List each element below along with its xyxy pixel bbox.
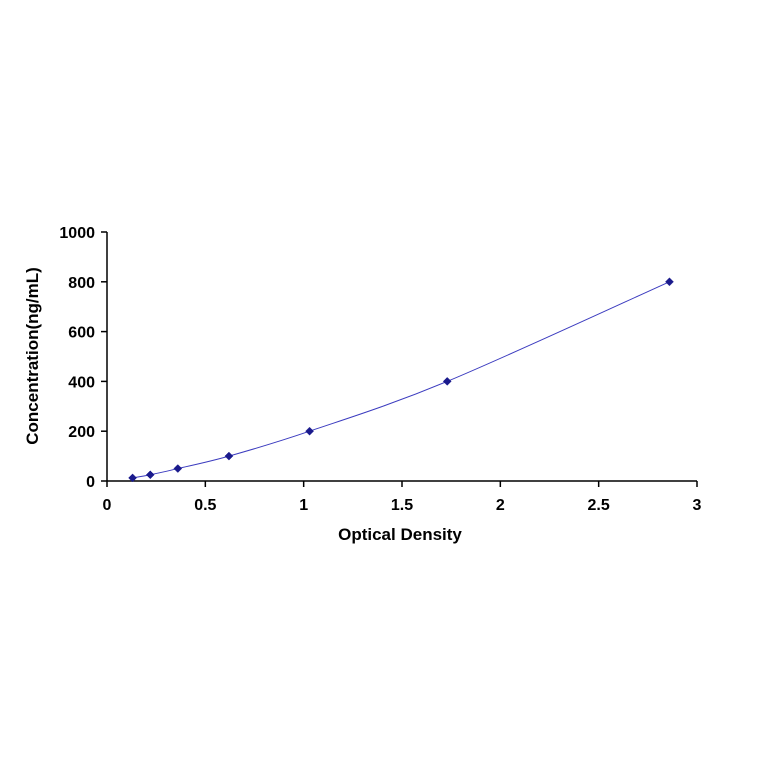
fit-curve bbox=[132, 281, 670, 479]
x-axis-title: Optical Density bbox=[338, 525, 462, 544]
data-point-marker bbox=[305, 426, 314, 436]
data-point-marker bbox=[665, 277, 674, 287]
x-tick-label: 2.5 bbox=[588, 497, 610, 514]
x-tick-label: 0.5 bbox=[194, 497, 216, 514]
x-tick-label: 3 bbox=[693, 497, 702, 514]
y-tick-label: 400 bbox=[68, 374, 95, 391]
x-tick-label: 2 bbox=[496, 497, 505, 514]
tick-labels: 0 0.5 1 1.5 2 2.5 3 0 200 400 600 800 1000 bbox=[59, 225, 701, 514]
axes bbox=[106, 232, 697, 482]
data-point-marker bbox=[145, 470, 155, 480]
data-point-marker bbox=[442, 377, 452, 386]
x-tick-label: 1.5 bbox=[391, 497, 413, 514]
y-tick-label: 1000 bbox=[59, 225, 95, 242]
data-point-marker bbox=[224, 451, 234, 461]
data-point-marker bbox=[173, 464, 183, 473]
data-points bbox=[128, 277, 674, 483]
x-tick-label: 1 bbox=[299, 497, 308, 514]
y-tick-label: 0 bbox=[86, 474, 95, 491]
y-tick-label: 800 bbox=[68, 275, 95, 292]
x-tick-label: 0 bbox=[103, 497, 112, 514]
y-axis-title: Concentration(ng/mL) bbox=[23, 267, 42, 445]
y-tick-label: 600 bbox=[68, 325, 95, 342]
y-tick-label: 200 bbox=[68, 424, 95, 441]
data-point-marker bbox=[128, 473, 137, 483]
ticks bbox=[101, 231, 698, 487]
